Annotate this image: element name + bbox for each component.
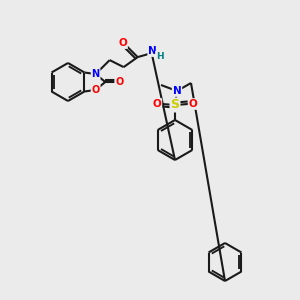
Text: O: O (118, 38, 127, 48)
Text: N: N (172, 86, 182, 96)
Text: O: O (153, 99, 161, 109)
Text: O: O (115, 77, 123, 87)
Text: O: O (189, 99, 197, 109)
Text: O: O (92, 85, 100, 95)
Text: N: N (92, 69, 100, 79)
Text: S: S (170, 98, 179, 112)
Text: H: H (156, 52, 164, 61)
Text: N: N (148, 46, 157, 56)
